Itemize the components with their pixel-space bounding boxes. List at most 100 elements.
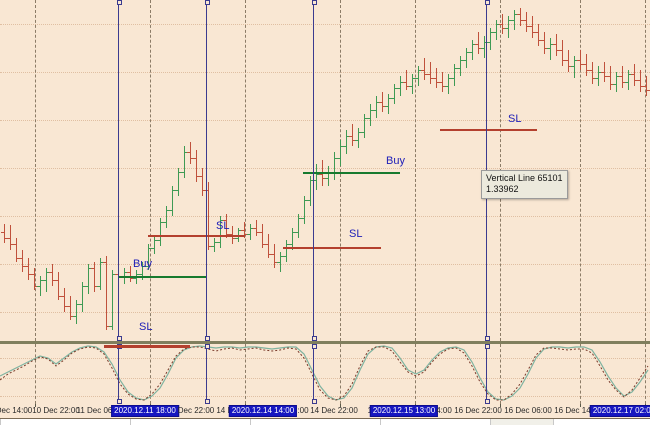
bar-wick [250, 224, 251, 240]
bar-wick [196, 150, 197, 182]
bar-open-tick [349, 136, 352, 137]
bar-open-tick [625, 82, 628, 83]
vertical-line-object-sub[interactable] [312, 344, 317, 404]
buy-level-label: Buy [386, 155, 405, 167]
bar-close-tick [359, 132, 362, 133]
bar-open-tick [175, 190, 178, 191]
bar-open-tick [217, 242, 220, 243]
bar-open-tick [565, 60, 568, 61]
price-bar [553, 34, 560, 56]
price-bar [49, 264, 56, 286]
bar-wick [184, 146, 185, 178]
bar-wick [496, 20, 497, 40]
bar-close-tick [479, 48, 482, 49]
stoploss-level-line[interactable] [148, 235, 245, 237]
stoploss-level-line[interactable] [440, 129, 537, 131]
time-axis-label-highlighted[interactable]: 2020.12.17 02:00 [589, 405, 650, 417]
bar-wick [262, 224, 263, 248]
oscillator-pane[interactable] [0, 344, 650, 404]
vertical-line-object[interactable] [312, 0, 317, 341]
bar-wick [634, 64, 635, 86]
price-bar [595, 66, 602, 86]
price-bar [379, 92, 386, 112]
price-bar [19, 250, 26, 272]
bar-open-tick [547, 48, 550, 49]
bar-wick [304, 196, 305, 224]
bar-wick [4, 224, 5, 243]
bar-open-tick [181, 172, 184, 173]
time-axis-label-highlighted[interactable]: 2020.12.11 18:00 [111, 405, 179, 417]
time-axis-label: Dec 22:00 [177, 406, 215, 415]
stoploss-level-line[interactable] [283, 247, 381, 249]
bar-close-tick [65, 306, 68, 307]
bar-close-tick [515, 14, 518, 15]
bar-close-tick [95, 286, 98, 287]
bar-open-tick [535, 32, 538, 33]
bar-close-tick [641, 86, 644, 87]
oscillator-gridline-0 [0, 358, 650, 359]
bar-open-tick [415, 78, 418, 79]
oscillator-signal-line [0, 346, 649, 401]
bar-close-tick [461, 60, 464, 61]
bar-close-tick [383, 106, 386, 107]
vertical-line-object[interactable] [205, 0, 210, 341]
bar-wick [400, 76, 401, 96]
buy-level-line[interactable] [303, 172, 400, 174]
price-bar [451, 64, 458, 86]
bar-close-tick [347, 136, 350, 137]
price-bar [355, 128, 362, 148]
bar-open-tick [7, 238, 10, 239]
price-bar [187, 142, 194, 164]
price-bar [589, 62, 596, 84]
bar-close-tick [647, 90, 650, 91]
vertical-line-object[interactable] [117, 0, 122, 341]
oscillator-curves [0, 345, 649, 401]
stoploss-level-label: SL [349, 228, 363, 240]
price-bar [307, 176, 314, 206]
bar-wick [526, 12, 527, 32]
time-axis-label-highlighted[interactable]: 2020.12.15 13:00 [369, 405, 439, 417]
bar-open-tick [403, 82, 406, 83]
bar-close-tick [593, 78, 596, 79]
bar-wick [448, 74, 449, 94]
buy-level-line[interactable] [118, 276, 206, 278]
bar-wick [328, 166, 329, 186]
price-bar [571, 56, 578, 78]
price-bar [505, 16, 512, 38]
bar-open-tick [67, 306, 70, 307]
bar-open-tick [475, 44, 478, 45]
bar-close-tick [437, 82, 440, 83]
oscillator-time-gridline-2 [245, 344, 246, 404]
price-bar [403, 70, 410, 90]
bar-wick [292, 228, 293, 250]
bar-close-tick [131, 278, 134, 279]
time-axis-tick-5 [500, 404, 501, 407]
bar-close-tick [605, 76, 608, 77]
oscillator-gridline-1 [0, 378, 650, 379]
bar-close-tick [269, 254, 272, 255]
price-bar [619, 66, 626, 88]
bar-wick [256, 220, 257, 236]
bar-open-tick [241, 230, 244, 231]
vertical-line-object-sub[interactable] [485, 344, 490, 404]
bar-wick [220, 216, 221, 248]
vertical-line-object-sub[interactable] [205, 344, 210, 404]
bar-close-tick [233, 238, 236, 239]
bar-close-tick [197, 176, 200, 177]
time-gridline-3 [340, 0, 341, 341]
bar-close-tick [23, 266, 26, 267]
bar-open-tick [277, 262, 280, 263]
stoploss-level-line-sub[interactable] [104, 345, 190, 348]
price-bar [397, 76, 404, 96]
cross-pane-overlay [104, 345, 190, 348]
bar-close-tick [275, 262, 278, 263]
price-bar [265, 234, 272, 258]
bar-wick [508, 16, 509, 38]
bar-close-tick [629, 74, 632, 75]
bar-wick [466, 48, 467, 68]
bar-open-tick [631, 74, 634, 75]
bar-open-tick [523, 20, 526, 21]
time-axis-label-highlighted[interactable]: 2020.12.14 14:00 [228, 405, 298, 417]
